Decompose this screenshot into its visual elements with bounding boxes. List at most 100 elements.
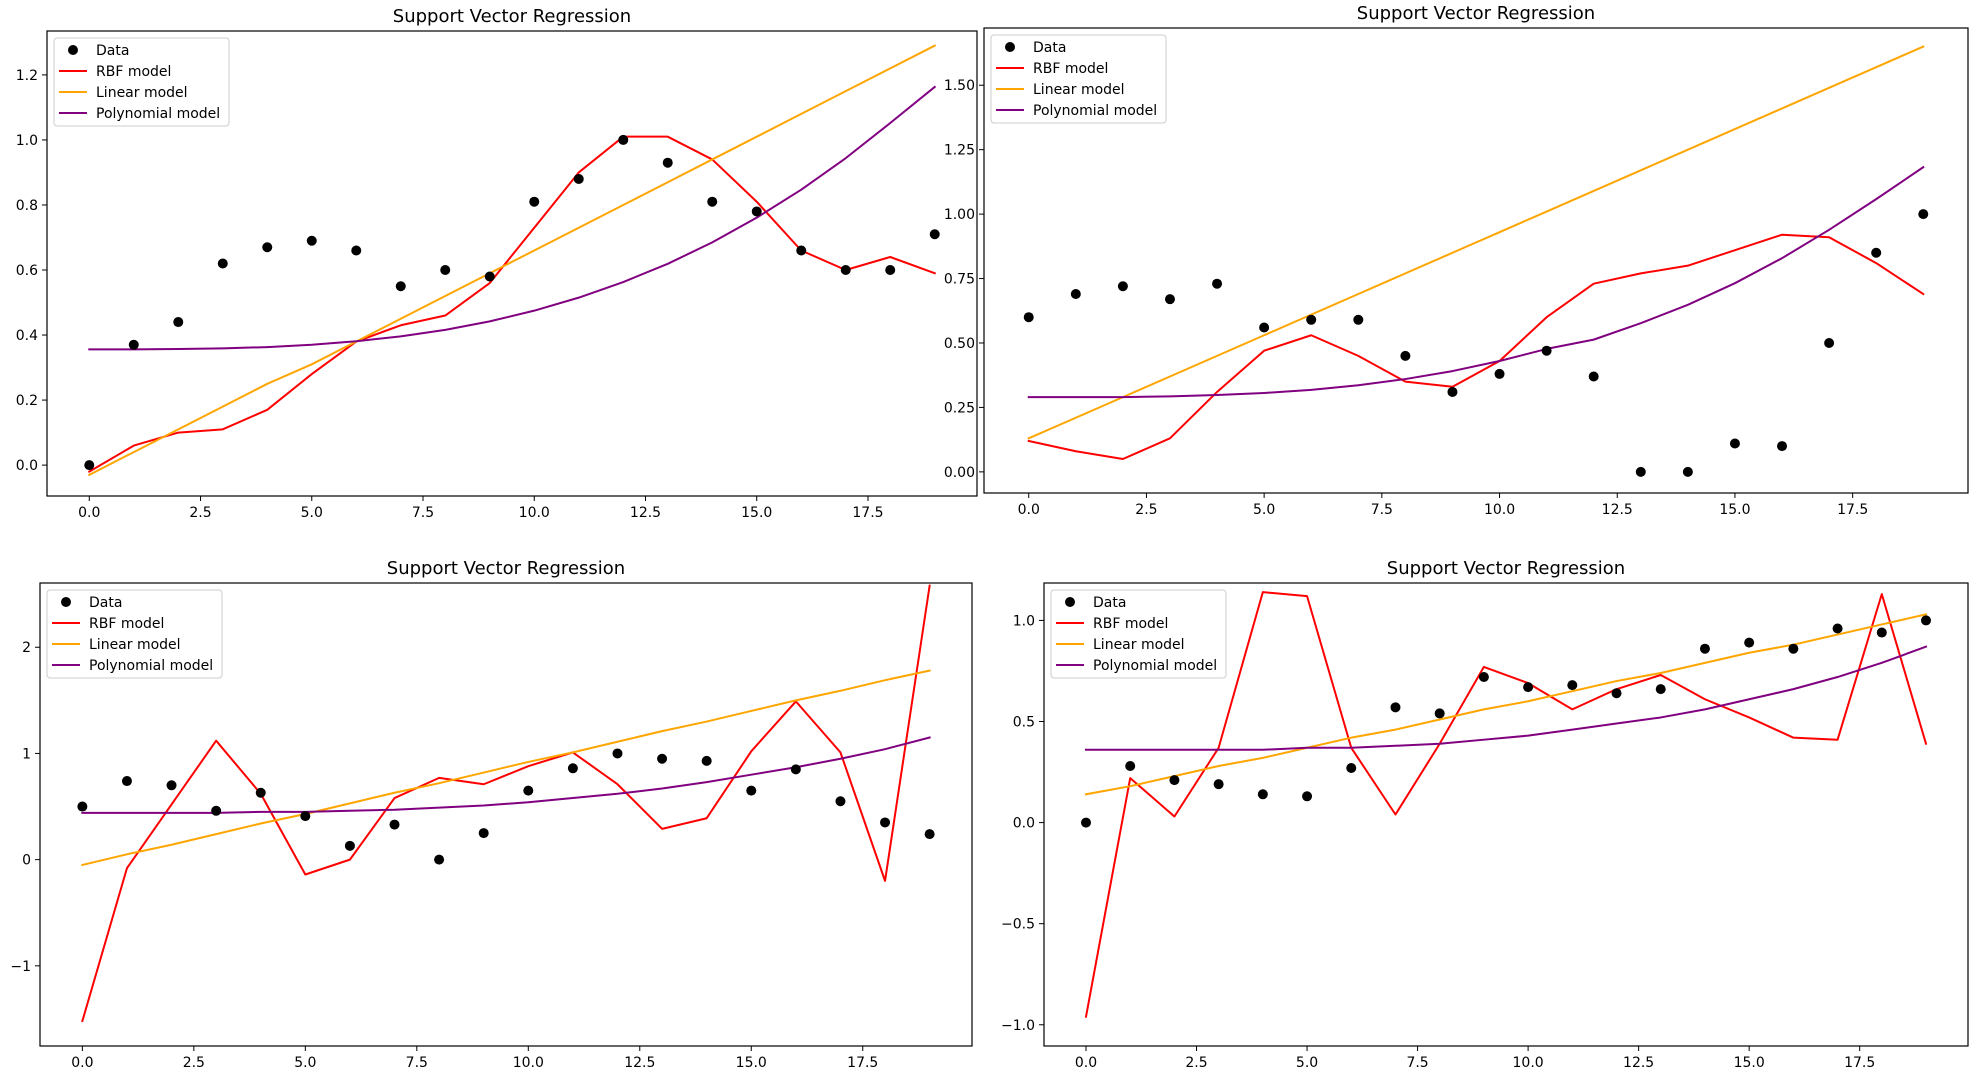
data-point xyxy=(924,829,935,840)
x-tick-label: 17.5 xyxy=(1837,502,1868,518)
y-tick-label: −1.0 xyxy=(1001,1018,1035,1034)
series-line-linear-model xyxy=(1027,45,1925,440)
y-tick-label: 0 xyxy=(22,853,31,869)
series-line-rbf-model xyxy=(1027,233,1925,460)
legend-label: Polynomial model xyxy=(89,658,213,674)
data-point xyxy=(1744,637,1755,648)
series-line-polynomial-model xyxy=(1027,165,1925,399)
data-point xyxy=(1070,289,1081,300)
data-point xyxy=(618,134,629,145)
y-tick-label: 1.50 xyxy=(944,78,975,94)
data-point xyxy=(885,265,896,276)
legend-label: Polynomial model xyxy=(1033,103,1157,119)
data-point xyxy=(173,317,184,328)
data-point xyxy=(751,206,762,217)
x-tick-label: 17.5 xyxy=(1844,1055,1875,1071)
y-tick-label: 0.00 xyxy=(944,465,975,481)
legend-label: Data xyxy=(89,595,122,611)
x-tick-label: 7.5 xyxy=(1371,502,1393,518)
axes-frame xyxy=(46,30,978,497)
plot-area xyxy=(84,44,940,477)
data-point xyxy=(1832,623,1843,634)
series-line-rbf-model xyxy=(87,135,937,473)
legend-label: Linear model xyxy=(96,85,188,101)
x-tick-label: 2.5 xyxy=(1185,1055,1207,1071)
data-point xyxy=(1921,615,1931,626)
legend-marker-data xyxy=(1065,597,1075,607)
data-point xyxy=(306,235,317,246)
x-tick-label: 17.5 xyxy=(852,505,883,521)
y-tick-label: −1 xyxy=(10,959,31,975)
data-point xyxy=(840,265,851,276)
legend-label: Linear model xyxy=(1093,637,1185,653)
data-point xyxy=(1588,371,1599,382)
data-point xyxy=(351,245,362,256)
data-point xyxy=(1213,779,1224,790)
y-tick-label: 0.5 xyxy=(1013,714,1035,730)
series-line-linear-model xyxy=(81,669,931,867)
data-point xyxy=(1390,702,1401,713)
data-point xyxy=(434,854,445,865)
x-tick-label: 0.0 xyxy=(71,1055,93,1071)
data-point xyxy=(1257,789,1268,800)
legend-label: RBF model xyxy=(96,64,171,80)
data-point xyxy=(84,460,95,471)
data-point xyxy=(657,753,668,764)
data-point xyxy=(1447,386,1458,397)
data-point xyxy=(1346,762,1357,773)
data-point xyxy=(440,265,451,276)
legend-marker-data xyxy=(61,597,71,607)
data-point xyxy=(1023,312,1034,323)
y-tick-label: 0.25 xyxy=(944,400,975,416)
subplot-1: Support Vector Regression 0.0 2.5 5.0 7.5 10.… xyxy=(16,6,978,521)
x-tick-label: 7.5 xyxy=(1406,1055,1428,1071)
data-point xyxy=(1635,466,1646,477)
x-tick-label: 12.5 xyxy=(630,505,661,521)
data-point xyxy=(1212,278,1223,289)
y-tick-label: 0.6 xyxy=(16,263,38,279)
data-point xyxy=(1164,294,1175,305)
data-point xyxy=(300,811,311,822)
series-line-polynomial-model xyxy=(88,85,937,351)
data-point xyxy=(1655,684,1666,695)
series-line-polynomial-model xyxy=(1085,645,1928,751)
data-point xyxy=(707,196,718,207)
chart-title: Support Vector Regression xyxy=(1357,3,1595,24)
legend-label: Linear model xyxy=(89,637,181,653)
y-tick-label: 0.0 xyxy=(1013,816,1035,832)
x-tick-label: 15.0 xyxy=(1719,502,1750,518)
data-point xyxy=(796,245,807,256)
data-point xyxy=(573,173,584,184)
data-point xyxy=(1434,708,1445,719)
data-point xyxy=(1824,337,1835,348)
legend-marker-data xyxy=(1005,42,1015,52)
data-point xyxy=(1567,680,1578,691)
y-tick-label: 1.25 xyxy=(944,143,975,159)
y-tick-label: 1.2 xyxy=(16,68,38,84)
plot-area xyxy=(77,584,935,1023)
axes-frame xyxy=(39,582,973,1047)
x-tick-label: 10.0 xyxy=(1513,1055,1544,1071)
data-point xyxy=(567,763,578,774)
x-tick-label: 5.0 xyxy=(1253,502,1275,518)
data-point xyxy=(662,157,673,168)
data-point xyxy=(790,764,801,775)
x-tick-label: 0.0 xyxy=(78,505,100,521)
data-point xyxy=(1699,643,1710,654)
data-point xyxy=(211,805,222,816)
legend-marker-data xyxy=(68,45,78,55)
series-line-rbf-model xyxy=(1084,591,1928,1018)
legend-box xyxy=(46,589,223,679)
data-point xyxy=(166,780,177,791)
x-tick-label: 5.0 xyxy=(301,505,323,521)
x-tick-label: 15.0 xyxy=(741,505,772,521)
data-point xyxy=(1353,314,1364,325)
legend: Data RBF model Linear model Polynomial mode… xyxy=(1050,589,1227,679)
data-point xyxy=(1682,466,1693,477)
data-point xyxy=(529,196,540,207)
x-tick-label: 7.5 xyxy=(412,505,434,521)
x-tick-label: 0.0 xyxy=(1018,502,1040,518)
y-tick-label: 0.2 xyxy=(16,393,38,409)
